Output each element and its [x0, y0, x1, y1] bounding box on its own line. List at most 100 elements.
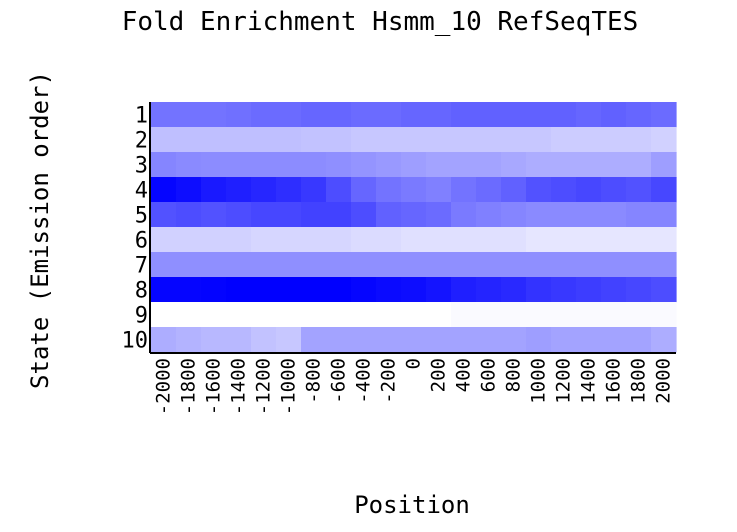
- x-tick-label: -1800: [178, 358, 200, 415]
- heatmap-cell: [251, 152, 277, 178]
- heatmap-cell: [251, 202, 277, 228]
- heatmap-cell: [601, 152, 627, 178]
- heatmap-cell: [476, 152, 502, 178]
- heatmap-cell: [601, 127, 627, 153]
- heatmap-cell: [351, 152, 377, 178]
- heatmap-cell: [501, 302, 527, 328]
- heatmap-cell: [201, 127, 227, 153]
- heatmap-cell: [526, 102, 552, 128]
- heatmap-cell: [401, 102, 427, 128]
- heatmap-cell: [451, 327, 477, 353]
- heatmap-cell: [476, 302, 502, 328]
- y-tick-label: 7: [135, 254, 148, 279]
- heatmap-cell: [201, 327, 227, 353]
- y-tick-label: 8: [135, 279, 148, 304]
- heatmap-cell: [301, 252, 327, 278]
- y-tick-label: 1: [135, 104, 148, 129]
- heatmap-cell: [351, 177, 377, 203]
- heatmap-cell: [376, 177, 402, 203]
- heatmap-cell: [176, 227, 202, 253]
- heatmap-cell: [326, 102, 352, 128]
- heatmap-cell: [451, 227, 477, 253]
- heatmap-cell: [226, 127, 252, 153]
- heatmap-cell: [551, 177, 577, 203]
- heatmap-cell: [276, 127, 302, 153]
- heatmap-cell: [451, 277, 477, 303]
- heatmap-cell: [576, 202, 602, 228]
- heatmap-cell: [151, 127, 177, 153]
- y-tick-label: 3: [135, 154, 148, 179]
- chart-title: Fold Enrichment Hsmm_10 RefSeqTES: [122, 7, 639, 37]
- x-tick-label: -800: [303, 358, 325, 404]
- heatmap-cell: [401, 252, 427, 278]
- heatmap-cell: [451, 202, 477, 228]
- heatmap-cell: [326, 302, 352, 328]
- heatmap-cell: [551, 152, 577, 178]
- heatmap-cell: [626, 277, 652, 303]
- heatmap-cell: [451, 127, 477, 153]
- heatmap-cell: [451, 252, 477, 278]
- heatmap-cell: [301, 277, 327, 303]
- heatmap-cell: [451, 177, 477, 203]
- heatmap-cell: [251, 227, 277, 253]
- heatmap-cell: [326, 327, 352, 353]
- heatmap-cell: [626, 202, 652, 228]
- heatmap-cell: [276, 252, 302, 278]
- heatmap-cell: [651, 252, 677, 278]
- heatmap-cell: [201, 302, 227, 328]
- heatmap-cell: [176, 277, 202, 303]
- x-tick-label: 1400: [578, 358, 600, 404]
- y-axis-label: State (Emission order): [26, 71, 54, 389]
- heatmap-cell: [201, 227, 227, 253]
- heatmap-cell: [376, 327, 402, 353]
- heatmap-cell: [526, 302, 552, 328]
- heatmap-cell: [276, 277, 302, 303]
- heatmap-cell: [501, 277, 527, 303]
- heatmap-cell: [301, 327, 327, 353]
- y-tick-label: 10: [122, 329, 149, 354]
- x-tick-label: 0: [403, 358, 425, 369]
- heatmap-cell: [601, 102, 627, 128]
- x-tick-label: -1000: [278, 358, 300, 415]
- heatmap-cell: [301, 202, 327, 228]
- heatmap-cell: [626, 177, 652, 203]
- heatmap-cell: [576, 152, 602, 178]
- heatmap-cell: [251, 252, 277, 278]
- heatmap-cell: [651, 152, 677, 178]
- x-tick-label: -1400: [228, 358, 250, 415]
- heatmap-cell: [376, 302, 402, 328]
- heatmap-cell: [501, 127, 527, 153]
- heatmap-cell: [176, 202, 202, 228]
- heatmap-cell: [401, 227, 427, 253]
- x-tick-label: 400: [453, 358, 475, 392]
- x-tick-label: 1000: [528, 358, 550, 404]
- heatmap-cell: [626, 127, 652, 153]
- heatmap-cell: [176, 102, 202, 128]
- heatmap-cell: [151, 202, 177, 228]
- heatmap-cell: [401, 277, 427, 303]
- heatmap-cell: [476, 102, 502, 128]
- heatmap-cell: [301, 302, 327, 328]
- heatmap-cell: [476, 177, 502, 203]
- heatmap-cell: [326, 127, 352, 153]
- heatmap-cell: [551, 127, 577, 153]
- heatmap-cell: [651, 102, 677, 128]
- y-tick-label: 4: [135, 179, 148, 204]
- heatmap-cell: [376, 277, 402, 303]
- heatmap-cell: [576, 302, 602, 328]
- heatmap-cell: [176, 327, 202, 353]
- heatmap-cell: [626, 252, 652, 278]
- heatmap-cell: [301, 127, 327, 153]
- heatmap-cell: [576, 227, 602, 253]
- heatmap-cell: [651, 277, 677, 303]
- heatmap-cell: [401, 327, 427, 353]
- heatmap-cell: [176, 302, 202, 328]
- heatmap-cell: [526, 227, 552, 253]
- heatmap-cell: [301, 177, 327, 203]
- heatmap-cell: [526, 152, 552, 178]
- x-tick-label: -1600: [203, 358, 225, 415]
- heatmap-cell: [476, 327, 502, 353]
- heatmap-cell: [501, 327, 527, 353]
- heatmap-cell: [351, 277, 377, 303]
- heatmap-cell: [201, 152, 227, 178]
